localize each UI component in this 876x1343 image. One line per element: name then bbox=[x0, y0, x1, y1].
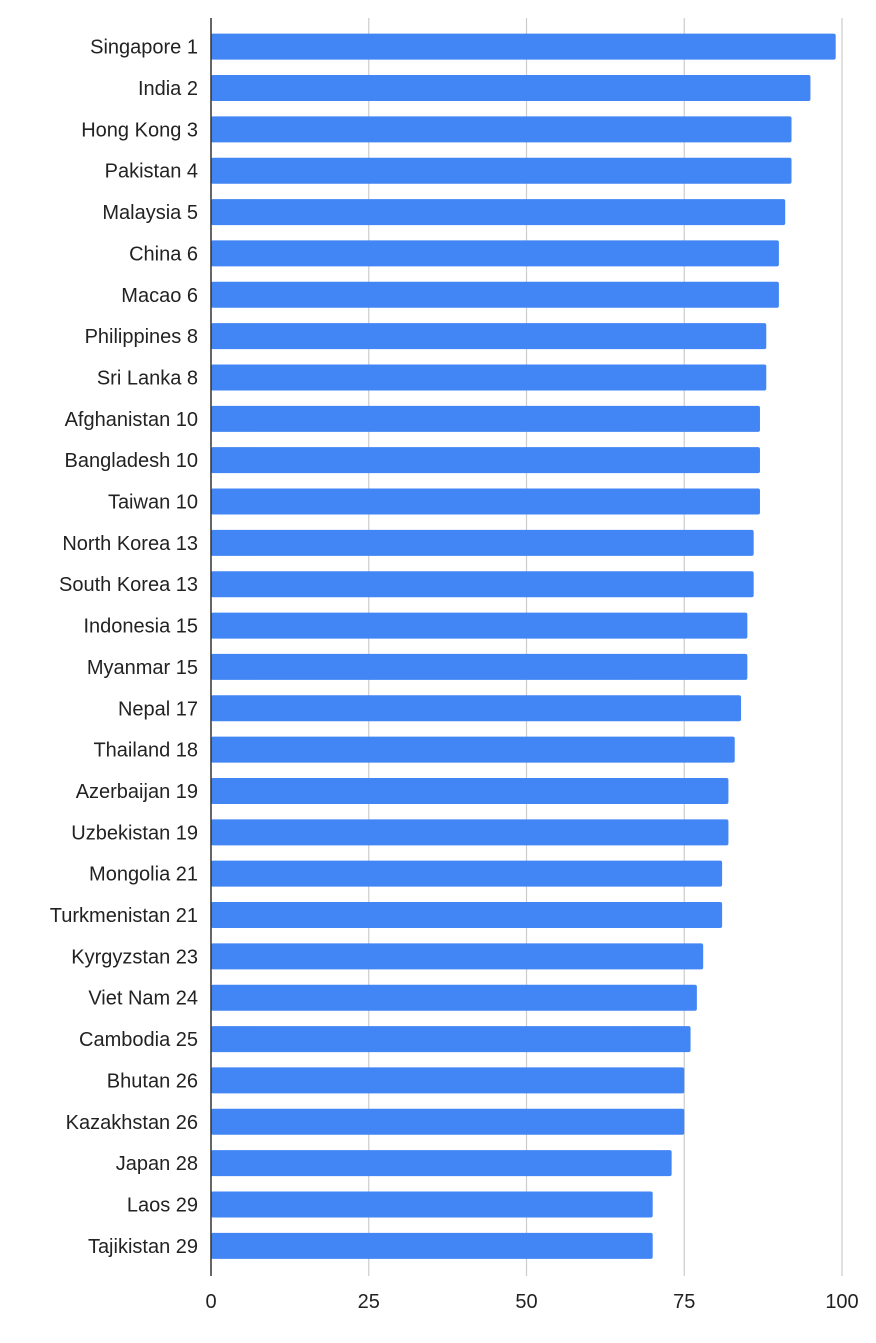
bar bbox=[211, 819, 729, 846]
bar bbox=[211, 943, 704, 970]
bar bbox=[211, 240, 779, 267]
bar bbox=[211, 1150, 672, 1177]
category-label: Malaysia 5 bbox=[102, 202, 198, 224]
bar bbox=[211, 1067, 685, 1094]
category-label: Turkmenistan 21 bbox=[50, 905, 198, 927]
x-tick-label: 0 bbox=[205, 1291, 216, 1313]
category-label: Azerbaijan 19 bbox=[76, 781, 198, 803]
category-label: Sri Lanka 8 bbox=[97, 367, 198, 389]
category-label: Tajikistan 29 bbox=[88, 1236, 198, 1258]
bar bbox=[211, 1232, 653, 1259]
bar bbox=[211, 1108, 685, 1135]
category-label: Thailand 18 bbox=[93, 740, 198, 762]
category-label: Bhutan 26 bbox=[107, 1070, 198, 1092]
bar bbox=[211, 1026, 691, 1053]
category-label: South Korea 13 bbox=[59, 574, 198, 596]
bar bbox=[211, 1191, 653, 1218]
category-label: North Korea 13 bbox=[62, 533, 198, 555]
category-label: India 2 bbox=[138, 78, 198, 100]
bar bbox=[211, 157, 792, 184]
category-label: Hong Kong 3 bbox=[81, 119, 198, 141]
category-label: Bangladesh 10 bbox=[65, 450, 198, 472]
bar bbox=[211, 447, 760, 474]
x-tick-label: 75 bbox=[673, 1291, 695, 1313]
category-label: Mongolia 21 bbox=[89, 864, 198, 886]
bar bbox=[211, 902, 723, 929]
category-label: Kazakhstan 26 bbox=[66, 1112, 198, 1134]
bar bbox=[211, 323, 767, 350]
bar bbox=[211, 612, 748, 639]
category-label: Kyrgyzstan 23 bbox=[71, 946, 198, 968]
bar bbox=[211, 488, 760, 515]
category-label: Afghanistan 10 bbox=[65, 409, 198, 431]
category-label: Viet Nam 24 bbox=[88, 988, 198, 1010]
category-label: China 6 bbox=[129, 243, 198, 265]
bar bbox=[211, 75, 811, 102]
category-label: Philippines 8 bbox=[85, 326, 198, 348]
bars bbox=[211, 33, 836, 1259]
x-tick-label: 50 bbox=[515, 1291, 537, 1313]
gridlines bbox=[368, 18, 843, 1276]
bar bbox=[211, 984, 697, 1011]
bar bbox=[211, 281, 779, 308]
category-label: Laos 29 bbox=[127, 1194, 198, 1216]
category-label: Uzbekistan 19 bbox=[71, 822, 198, 844]
bar bbox=[211, 116, 792, 143]
category-label: Taiwan 10 bbox=[108, 492, 198, 514]
category-label: Japan 28 bbox=[116, 1153, 198, 1175]
category-label: Pakistan 4 bbox=[105, 161, 198, 183]
x-tick-label: 100 bbox=[825, 1291, 858, 1313]
category-label: Myanmar 15 bbox=[87, 657, 198, 679]
bar bbox=[211, 860, 723, 887]
bar bbox=[211, 405, 760, 432]
category-label: Indonesia 15 bbox=[83, 616, 198, 638]
x-tick-label: 25 bbox=[358, 1291, 380, 1313]
bar bbox=[211, 653, 748, 680]
x-tick-labels: 0 25 50 75 100 bbox=[205, 1291, 858, 1313]
category-label: Nepal 17 bbox=[118, 698, 198, 720]
bar bbox=[211, 529, 754, 556]
category-label: Cambodia 25 bbox=[79, 1029, 198, 1051]
bar bbox=[211, 571, 754, 598]
bar bbox=[211, 777, 729, 804]
category-label: Singapore 1 bbox=[90, 37, 198, 59]
bar bbox=[211, 736, 735, 763]
bar bbox=[211, 199, 786, 226]
category-label: Macao 6 bbox=[121, 285, 198, 307]
bar bbox=[211, 364, 767, 391]
category-labels: Singapore 1 India 2 Hong Kong 3 Pakistan 4 M… bbox=[50, 37, 198, 1258]
bar bbox=[211, 33, 836, 60]
bar bbox=[211, 695, 742, 722]
